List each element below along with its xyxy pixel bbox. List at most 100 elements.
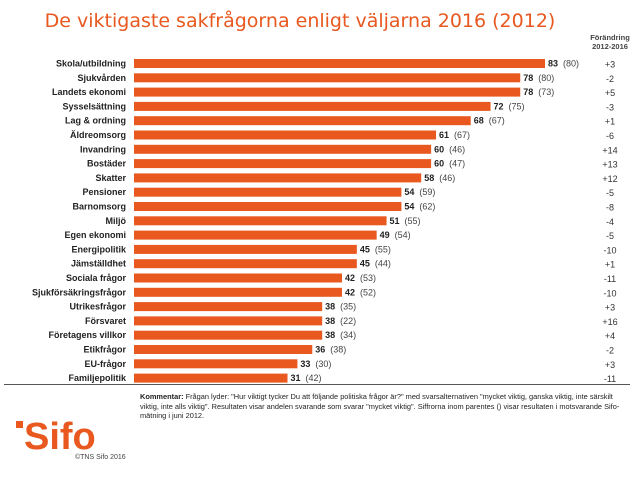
value-label: 60: [434, 159, 444, 169]
value-label: 38: [325, 316, 335, 326]
comment-text: Kommentar: Frågan lyder: "Hur viktigt ty…: [140, 392, 632, 421]
previous-value-label: (35): [340, 302, 356, 312]
bar: [134, 101, 491, 111]
previous-value-label: (44): [375, 259, 391, 269]
category-label: Energipolitik: [71, 244, 127, 254]
bar: [134, 373, 288, 383]
change-header-line-1: Förändring: [590, 33, 630, 42]
value-label: 51: [390, 216, 400, 226]
change-label: -5: [606, 188, 614, 198]
bar: [134, 330, 323, 340]
previous-value-label: (42): [306, 373, 322, 383]
change-label: +1: [605, 117, 615, 127]
category-label: Familjepolitik: [68, 373, 127, 383]
value-label: 78: [523, 87, 533, 97]
bar-chart: Skola/utbildning 83 (80) +3 Sjukvården 78 (80)…: [32, 59, 618, 385]
category-label: Försvaret: [85, 316, 126, 326]
bar: [134, 316, 323, 326]
change-label: -4: [606, 217, 614, 227]
footer-divider: [4, 384, 630, 385]
bar: [134, 259, 357, 269]
change-label: -2: [606, 346, 614, 356]
change-label: -8: [606, 203, 614, 213]
value-label: 45: [360, 244, 370, 254]
value-label: 42: [345, 273, 355, 283]
sifo-logo: Sifo: [16, 416, 96, 455]
value-label: 83: [548, 59, 558, 69]
previous-value-label: (46): [439, 173, 455, 183]
value-label: 58: [424, 173, 434, 183]
change-label: -10: [603, 245, 616, 255]
change-label: +1: [605, 260, 615, 270]
change-label: +3: [605, 360, 615, 370]
change-header-line-2: 2012-2016: [592, 42, 628, 51]
bar: [134, 359, 298, 369]
previous-value-label: (53): [360, 273, 376, 283]
value-label: 33: [300, 359, 310, 369]
previous-value-label: (59): [419, 187, 435, 197]
category-label: Pensioner: [82, 187, 126, 197]
previous-value-label: (46): [449, 144, 465, 154]
previous-value-label: (80): [563, 59, 579, 69]
bar: [134, 244, 357, 254]
change-label: +16: [602, 317, 617, 327]
bar: [134, 59, 545, 68]
bar: [134, 144, 432, 154]
change-label: +3: [605, 303, 615, 313]
category-label: Sysselsättning: [62, 101, 126, 111]
bar: [134, 202, 402, 211]
value-label: 54: [404, 202, 414, 212]
value-label: 42: [345, 287, 355, 297]
value-label: 45: [360, 259, 370, 269]
value-label: 38: [325, 330, 335, 340]
previous-value-label: (62): [419, 202, 435, 212]
change-label: +4: [605, 331, 615, 341]
previous-value-label: (22): [340, 316, 356, 326]
category-label: Skatter: [95, 173, 126, 183]
category-label: Jämställdhet: [71, 259, 126, 269]
previous-value-label: (80): [538, 73, 554, 83]
category-label: Etikfrågor: [83, 345, 126, 355]
bar: [134, 216, 387, 226]
bar: [134, 345, 313, 354]
value-label: 78: [523, 73, 533, 83]
previous-value-label: (34): [340, 330, 356, 340]
previous-value-label: (67): [454, 130, 470, 140]
bar: [134, 287, 342, 297]
category-label: Barnomsorg: [72, 202, 126, 212]
change-label: -6: [606, 131, 614, 141]
value-label: 31: [291, 373, 301, 383]
category-label: Bostäder: [87, 159, 127, 169]
previous-value-label: (73): [538, 87, 554, 97]
previous-value-label: (55): [405, 216, 421, 226]
copyright: ©TNS Sifo 2016: [75, 454, 126, 461]
comment-body: Frågan lyder: "Hur viktigt tycker Du att…: [140, 392, 620, 421]
previous-value-label: (38): [330, 345, 346, 355]
change-label: -2: [606, 74, 614, 84]
category-label: Invandring: [80, 144, 126, 154]
change-label: +14: [602, 145, 617, 155]
value-label: 54: [404, 187, 414, 197]
svg-text:Sifo: Sifo: [24, 416, 96, 455]
category-label: Sjukförsäkringsfrågor: [32, 287, 127, 297]
previous-value-label: (30): [315, 359, 331, 369]
bar: [134, 302, 323, 312]
change-label: +3: [605, 60, 615, 70]
category-label: EU-frågor: [84, 359, 126, 369]
change-label: -5: [606, 231, 614, 241]
bar: [134, 230, 377, 240]
category-label: Sociala frågor: [66, 273, 127, 283]
bar: [134, 87, 521, 97]
value-label: 68: [474, 116, 484, 126]
chart-title: De viktigaste sakfrågorna enligt väljarn…: [44, 10, 556, 32]
category-label: Egen ekonomi: [64, 230, 126, 240]
previous-value-label: (54): [395, 230, 411, 240]
category-label: Skola/utbildning: [56, 59, 126, 69]
change-label: -11: [604, 374, 616, 384]
previous-value-label: (47): [449, 159, 465, 169]
value-label: 38: [325, 302, 335, 312]
category-label: Sjukvården: [77, 73, 126, 83]
category-label: Äldreomsorg: [70, 130, 126, 140]
change-label: -10: [603, 288, 616, 298]
comment-label: Kommentar:: [140, 392, 184, 401]
